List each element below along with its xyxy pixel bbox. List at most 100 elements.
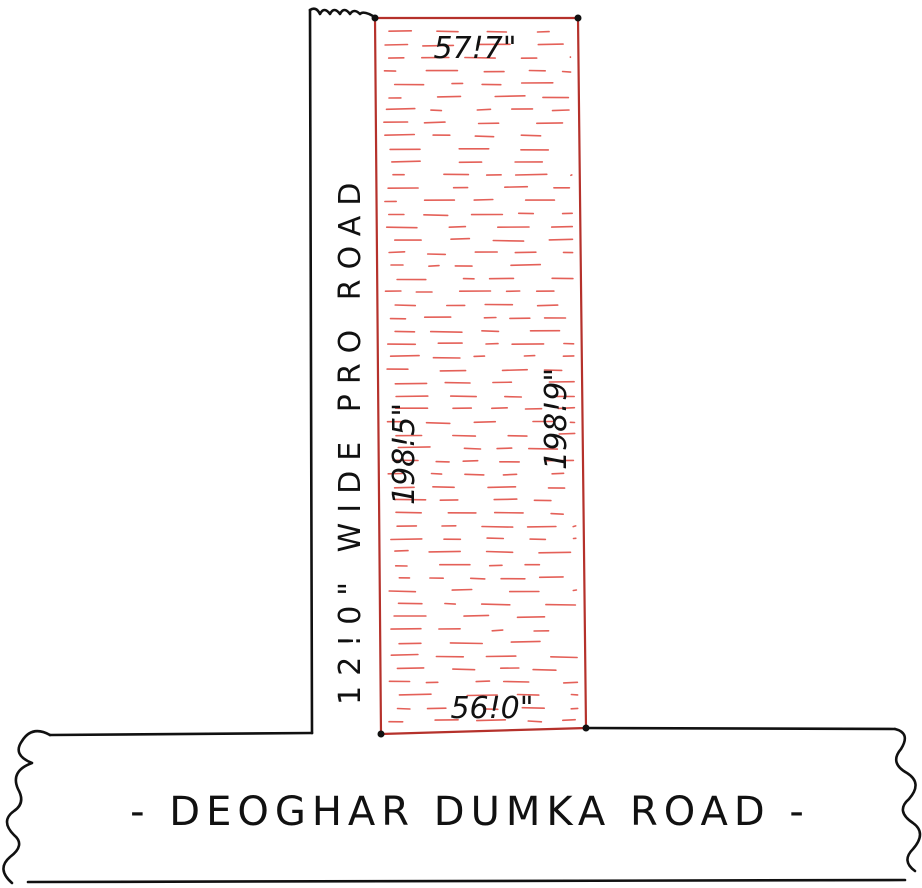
hatch-dash — [481, 525, 514, 528]
side-road-top-break — [308, 7, 378, 20]
hatch-dash — [463, 614, 490, 617]
hatch-dash — [464, 56, 497, 59]
plot-right-length-label: 198!9" — [539, 368, 574, 470]
hatch-dash — [423, 121, 446, 124]
hatch-dash — [561, 70, 572, 73]
hatch-dash — [494, 95, 526, 98]
side-road-left-edge — [308, 8, 314, 735]
hatch-dash — [390, 160, 421, 163]
hatch-dash — [514, 173, 548, 176]
hatch-dash — [385, 226, 418, 229]
main-road-top-edge-right — [584, 726, 897, 731]
hatch-dash — [481, 329, 500, 333]
main-road-top-edge-left — [48, 731, 314, 737]
hatch-dash — [436, 30, 459, 33]
hatch-dash — [384, 43, 409, 46]
hatch-dash — [551, 472, 565, 475]
hatch-dash — [557, 406, 576, 410]
plot-corner-marker — [377, 730, 385, 738]
hatch-dash — [451, 434, 477, 437]
hatch-dash — [449, 642, 484, 645]
hatch-dash — [520, 134, 542, 137]
hatch-dash — [430, 109, 443, 112]
main-road-right-break — [893, 727, 922, 873]
hatch-dash — [449, 395, 478, 398]
hatch-dash — [492, 239, 525, 242]
hatch-dash — [463, 447, 482, 450]
hatch-dash — [428, 550, 462, 553]
hatch-dash — [501, 368, 529, 372]
hatch-dash — [548, 238, 574, 241]
hatch-dash — [510, 640, 541, 643]
hatch-dash — [388, 590, 417, 593]
hatch-dash — [496, 447, 513, 450]
hatch-dash — [521, 706, 546, 710]
hatch-dash — [473, 420, 497, 424]
hatch-dash — [390, 653, 419, 657]
hatch-dash — [516, 693, 540, 696]
hatch-dash — [516, 615, 546, 619]
hatch-dash — [444, 602, 457, 605]
hatch-dash — [527, 447, 559, 450]
hatch-dash — [464, 473, 485, 476]
hatch-dash — [491, 629, 504, 632]
side-road: 12!0" WIDE PRO ROAD — [308, 7, 378, 735]
hatch-dash — [432, 485, 455, 489]
hatch-dash — [466, 694, 499, 697]
hatch-dash — [550, 225, 574, 228]
plot-top-width-label: 57!7" — [433, 31, 516, 66]
plot-left-length-label: 198!5" — [387, 403, 422, 505]
hatch-dash — [549, 655, 578, 659]
hatch-dash — [393, 486, 415, 489]
hatch-dash — [502, 680, 530, 683]
hatch-dash — [527, 720, 543, 723]
hatch-dash — [384, 133, 416, 136]
hatch-dash — [451, 588, 473, 591]
hatch-dash — [562, 681, 579, 684]
hatch-dash — [485, 550, 514, 554]
hatch-dash — [398, 693, 432, 696]
hatch-dash — [394, 304, 417, 307]
hatch-dash — [388, 251, 406, 254]
hatch-dash — [475, 680, 491, 683]
hatch-dash — [430, 472, 443, 475]
hatch-dash — [423, 214, 449, 217]
plot-corner-marker — [574, 14, 582, 22]
hatch-dash — [462, 459, 479, 463]
hatch-dash — [448, 225, 467, 228]
hatch-dash — [421, 44, 455, 47]
hatch-dash — [390, 538, 423, 541]
side-road-label: 12!0" WIDE PRO ROAD — [333, 173, 368, 705]
hatch-dash — [480, 603, 511, 606]
hatch-dash — [474, 135, 495, 138]
hatch-dash — [428, 264, 440, 268]
plot-hatching — [383, 29, 579, 723]
main-road-bottom-edge — [26, 878, 907, 884]
hatch-dash — [436, 95, 462, 98]
hatch-dash — [550, 512, 565, 516]
hatch-dash — [510, 263, 542, 267]
main-road-label: - DEOGHAR DUMKA ROAD - — [130, 789, 810, 835]
hatch-dash — [572, 589, 578, 592]
hatch-dash — [538, 551, 572, 554]
hatch-dash — [385, 107, 416, 111]
hatch-dash — [572, 525, 577, 528]
hatch-dash — [558, 432, 576, 435]
hatch-dash — [490, 406, 509, 410]
hatch-dash — [469, 577, 486, 580]
hatch-dash — [493, 498, 518, 501]
hatch-dash — [476, 108, 492, 111]
main-road: - DEOGHAR DUMKA ROAD - — [2, 726, 922, 885]
hatch-dash — [551, 109, 570, 112]
hatch-dash — [396, 667, 425, 670]
hatch-dash — [502, 473, 518, 476]
hatch-dash — [503, 185, 529, 188]
hatch-dash — [537, 43, 564, 46]
hatch-dash — [536, 304, 559, 307]
hatch-dash — [396, 707, 411, 710]
hatch-dash — [451, 668, 476, 671]
main-road-left-break — [2, 729, 52, 885]
hatch-dash — [395, 511, 423, 514]
hatch-dash — [425, 421, 451, 425]
